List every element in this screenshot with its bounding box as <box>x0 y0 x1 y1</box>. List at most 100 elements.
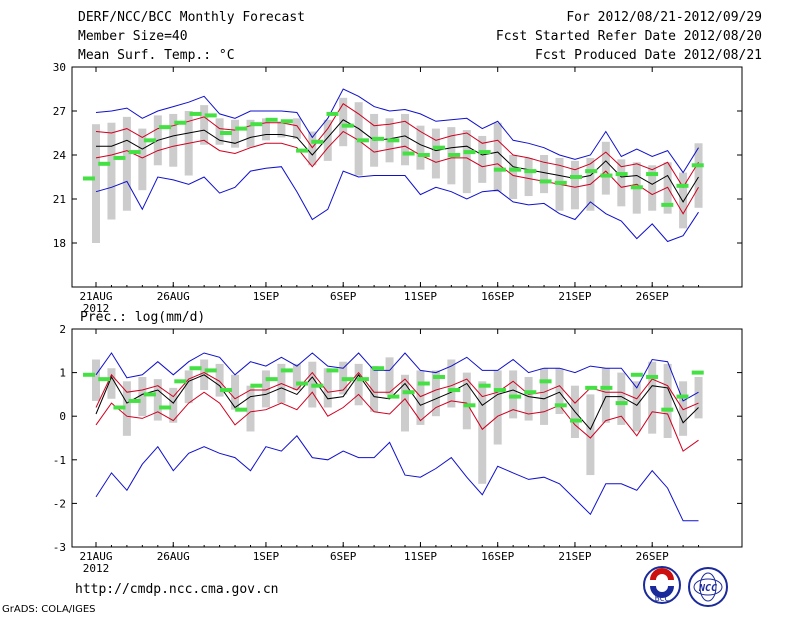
ensemble-box <box>401 113 409 166</box>
ensemble-box <box>540 155 549 194</box>
observed-mark <box>356 377 369 382</box>
x-tick-label: 11SEP <box>404 290 437 303</box>
x-tick-label: 1SEP <box>253 290 280 303</box>
observed-mark <box>219 388 232 393</box>
chart-title: DERF/NCC/BCC Monthly Forecast <box>78 10 305 25</box>
ensemble-box <box>354 363 363 406</box>
observed-mark <box>433 145 446 150</box>
ensemble-box <box>231 119 240 148</box>
observed-mark <box>493 388 506 393</box>
observed-mark <box>280 119 293 124</box>
observed-mark <box>448 388 461 393</box>
observed-mark <box>448 153 461 157</box>
y-tick-label: 2 <box>59 323 66 336</box>
ensemble-box <box>92 359 100 401</box>
x-year-label: 2012 <box>83 562 110 575</box>
ensemble-box <box>200 105 209 145</box>
observed-mark <box>585 169 598 174</box>
observed-mark <box>478 383 491 388</box>
series-upper-quartile <box>95 102 699 189</box>
observed-mark <box>326 368 339 373</box>
ensemble-box <box>277 121 286 138</box>
ensemble-box <box>153 379 162 421</box>
observed-mark <box>569 175 582 179</box>
ensemble-box <box>632 381 641 432</box>
ensemble-box <box>261 118 270 141</box>
ensemble-box <box>401 374 409 432</box>
observed-mark <box>296 381 309 386</box>
ensemble-box <box>122 116 131 211</box>
ensemble-box <box>138 128 147 191</box>
ensemble-box <box>246 385 255 432</box>
y-tick-label: 30 <box>53 61 66 74</box>
ensemble-box <box>416 125 425 170</box>
observed-mark <box>630 372 643 377</box>
ensemble-box <box>648 361 657 434</box>
observed-mark <box>113 155 126 160</box>
series-mean <box>95 373 699 431</box>
ensemble-box <box>509 370 518 419</box>
footer-url[interactable]: http://cmdp.ncc.cma.gov.cn <box>75 582 279 597</box>
forecast-produced-label: Fcst Produced Date 2012/08/21 <box>535 48 762 63</box>
observed-mark <box>98 161 111 166</box>
x-tick-label: 16SEP <box>481 290 514 303</box>
series-upper-quartile <box>95 371 699 411</box>
ensemble-box <box>570 160 579 210</box>
x-tick-label: 26AUG <box>157 550 190 563</box>
ensemble-box <box>617 372 626 425</box>
observed-mark <box>600 173 613 178</box>
ensemble-box <box>679 172 688 229</box>
observed-mark <box>478 150 491 155</box>
x-tick-label: 21SEP <box>558 550 591 563</box>
ensemble-box <box>246 119 255 148</box>
y-tick-label: 18 <box>53 237 66 250</box>
observed-mark <box>676 394 689 399</box>
ensemble-box <box>169 113 178 167</box>
observed-mark <box>417 381 430 386</box>
ensemble-box <box>679 381 688 436</box>
ensemble-box <box>92 124 100 243</box>
observed-mark <box>524 390 537 395</box>
ensemble-box <box>493 370 502 445</box>
observed-mark <box>159 125 172 130</box>
observed-mark <box>372 366 385 371</box>
bcc-logo: BCC <box>643 566 681 604</box>
series-lower-quartile <box>95 130 699 215</box>
observed-mark <box>569 418 582 423</box>
observed-mark <box>265 377 278 382</box>
observed-mark <box>128 150 141 155</box>
y-tick-label: 24 <box>53 149 67 162</box>
ensemble-box <box>261 370 270 408</box>
ensemble-box <box>323 368 332 408</box>
y-tick-label: 27 <box>53 105 66 118</box>
observed-mark <box>356 138 369 143</box>
observed-mark <box>615 172 628 177</box>
ncc-logo-ring <box>688 567 728 607</box>
ensemble-box <box>586 394 595 476</box>
ensemble-box <box>215 363 224 397</box>
precip-title: Prec.: log(mm/d) <box>80 310 205 325</box>
y-tick-label: -2 <box>53 497 66 510</box>
observed-mark <box>159 405 172 410</box>
observed-mark <box>463 150 476 155</box>
observed-mark <box>402 390 415 395</box>
ncc-logo-orbit <box>699 572 717 602</box>
forecast-started-label: Fcst Started Refer Date 2012/08/20 <box>495 29 762 44</box>
observed-mark <box>387 138 400 143</box>
observed-mark <box>296 148 309 153</box>
ensemble-box <box>169 387 178 423</box>
observed-mark <box>600 385 613 390</box>
observed-mark <box>372 136 385 141</box>
ncc-logo-text: NCC <box>698 583 717 594</box>
observed-mark <box>250 383 263 388</box>
x-tick-label: 26SEP <box>636 550 669 563</box>
series-min <box>95 166 699 243</box>
observed-mark <box>691 370 704 375</box>
observed-mark <box>113 405 126 410</box>
observed-mark <box>189 111 202 116</box>
observed-mark <box>433 374 446 379</box>
ensemble-box <box>462 130 471 194</box>
observed-mark <box>539 179 552 184</box>
observed-mark <box>280 368 293 373</box>
